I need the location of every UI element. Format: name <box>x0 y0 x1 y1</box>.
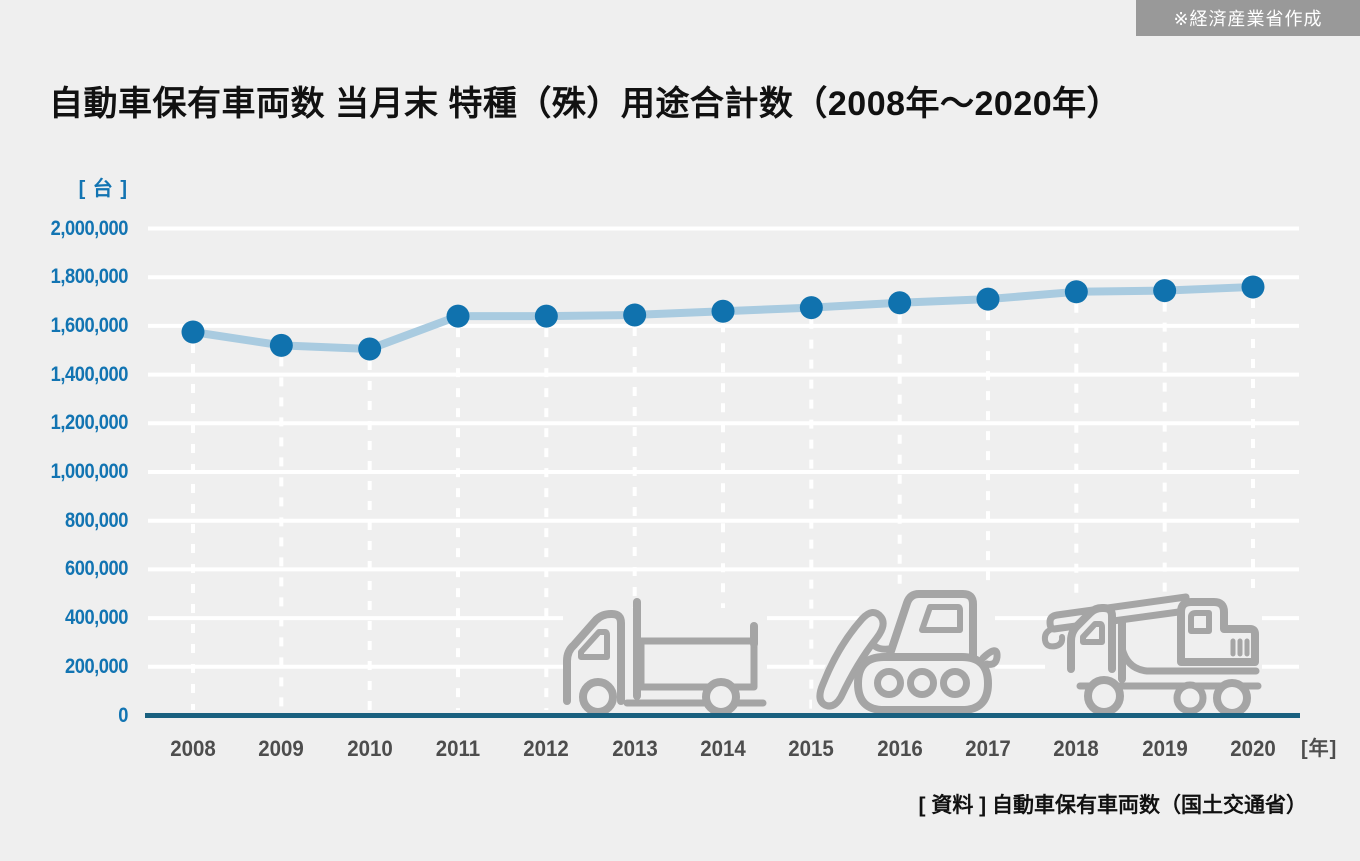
crane-truck-icon <box>1213 679 1251 717</box>
bulldozer-icon <box>816 609 887 710</box>
data-point <box>181 320 205 344</box>
y-tick-label: 400,000 <box>64 606 128 630</box>
y-tick-label: 1,600,000 <box>50 313 129 337</box>
data-point <box>446 304 470 328</box>
x-tick-label: 2011 <box>435 736 481 761</box>
y-axis-unit-label: [ 台 ] <box>78 178 128 200</box>
x-tick-label: 2017 <box>965 736 1011 761</box>
crane-truck-icon <box>1080 621 1105 645</box>
bulldozer-icon <box>979 647 1001 668</box>
data-point <box>1241 275 1265 299</box>
x-tick-label: 2020 <box>1230 736 1276 761</box>
y-tick-label: 1,000,000 <box>50 460 129 483</box>
x-axis-unit-label: [年] <box>1301 738 1338 760</box>
bulldozer-icon <box>874 668 904 698</box>
data-point <box>976 287 1000 311</box>
crane-truck-icon <box>1188 610 1212 634</box>
crane-truck-icon <box>1173 681 1207 715</box>
data-point <box>1153 279 1177 303</box>
crane-truck-icon <box>1118 644 1260 675</box>
bulldozer-icon <box>907 668 937 698</box>
x-tick-label: 2009 <box>258 736 305 761</box>
x-tick-label: 2013 <box>611 736 658 761</box>
x-tick-label: 2008 <box>170 736 216 761</box>
x-tick-label: 2016 <box>876 736 923 761</box>
x-tick-label: 2010 <box>346 736 393 761</box>
data-point <box>1064 280 1088 304</box>
data-point <box>799 296 823 320</box>
y-tick-label: 1,400,000 <box>50 362 129 386</box>
data-point <box>711 299 735 323</box>
data-point <box>623 303 647 327</box>
crane-truck-icon <box>1230 638 1250 657</box>
truck-icon <box>579 678 617 716</box>
y-tick-label: 0 <box>118 703 128 727</box>
bulldozer-icon <box>919 604 963 633</box>
y-tick-label: 1,200,000 <box>50 411 129 435</box>
y-tick-label: 800,000 <box>64 508 128 532</box>
x-tick-label: 2014 <box>700 736 746 761</box>
y-tick-label: 1,800,000 <box>50 265 129 289</box>
data-point <box>888 291 912 315</box>
crane-truck-icon <box>1041 626 1066 650</box>
x-tick-label: 2019 <box>1141 736 1188 761</box>
source-badge: ※経済産業省作成 <box>1136 0 1360 36</box>
crane-truck-icon <box>1177 598 1259 666</box>
y-tick-label: 200,000 <box>64 654 128 678</box>
crane-truck-icon <box>1084 676 1124 716</box>
truck-icon <box>637 637 758 691</box>
x-tick-label: 2012 <box>523 736 570 761</box>
data-point <box>358 337 382 361</box>
bulldozer-icon <box>940 668 970 698</box>
truck-icon <box>578 629 610 660</box>
data-point <box>269 333 293 357</box>
source-note: [ 資料 ] 自動車保有車両数（国土交通省） <box>918 794 1308 817</box>
x-tick-label: 2018 <box>1053 736 1100 761</box>
y-tick-label: 600,000 <box>64 557 128 581</box>
page-title: 自動車保有車両数 当月末 特種（殊）用途合計数（2008年〜2020年） <box>49 85 1122 123</box>
truck-icon <box>702 678 740 716</box>
x-tick-label: 2015 <box>788 736 835 761</box>
y-tick-label: 2,000,000 <box>50 216 129 240</box>
data-point <box>534 304 558 328</box>
source-badge-label: ※経済産業省作成 <box>1173 9 1323 29</box>
